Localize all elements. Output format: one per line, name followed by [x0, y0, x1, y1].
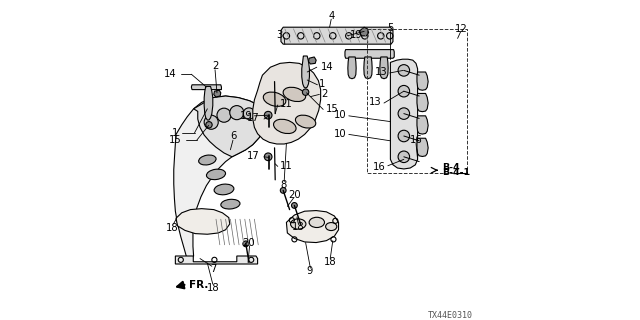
Text: 18: 18 [292, 222, 305, 232]
Text: 18: 18 [166, 223, 179, 233]
Text: 16: 16 [373, 162, 385, 172]
Text: 14: 14 [321, 61, 333, 72]
Text: B-4: B-4 [442, 164, 460, 172]
Circle shape [303, 89, 309, 95]
Circle shape [398, 108, 410, 119]
Circle shape [204, 115, 218, 129]
Text: 18: 18 [324, 257, 337, 268]
Text: 12: 12 [455, 24, 468, 34]
Ellipse shape [273, 119, 296, 133]
Ellipse shape [207, 169, 225, 180]
Ellipse shape [221, 199, 240, 209]
Circle shape [243, 108, 255, 119]
Text: 15: 15 [169, 135, 182, 145]
Polygon shape [417, 138, 428, 156]
Polygon shape [253, 62, 321, 144]
Polygon shape [214, 90, 221, 97]
Ellipse shape [296, 115, 316, 128]
Circle shape [217, 108, 231, 122]
Text: 13: 13 [369, 97, 381, 108]
Polygon shape [390, 59, 418, 169]
Text: 5: 5 [387, 23, 394, 33]
Text: 2: 2 [212, 60, 218, 71]
Text: 9: 9 [307, 266, 313, 276]
Polygon shape [308, 57, 316, 64]
Circle shape [230, 106, 244, 120]
Text: 1: 1 [172, 128, 179, 138]
Polygon shape [204, 86, 212, 120]
Text: 10: 10 [333, 129, 346, 139]
Ellipse shape [263, 92, 286, 106]
Text: 11: 11 [280, 161, 292, 171]
Text: 3: 3 [276, 30, 282, 40]
Polygon shape [175, 256, 258, 264]
Circle shape [398, 85, 410, 97]
Text: 16: 16 [410, 135, 422, 145]
Polygon shape [287, 211, 339, 243]
Text: 15: 15 [326, 104, 339, 114]
Polygon shape [345, 50, 394, 58]
Circle shape [243, 241, 248, 247]
Text: 8: 8 [280, 180, 286, 190]
Polygon shape [364, 57, 372, 79]
Polygon shape [380, 57, 388, 79]
Text: 1: 1 [319, 79, 326, 89]
Text: 11: 11 [280, 99, 292, 109]
Polygon shape [302, 56, 310, 88]
Circle shape [398, 130, 410, 142]
Polygon shape [176, 209, 230, 234]
Text: 2: 2 [322, 89, 328, 99]
Polygon shape [348, 57, 356, 79]
Polygon shape [193, 96, 266, 157]
Text: 19: 19 [349, 29, 362, 40]
Ellipse shape [198, 155, 216, 165]
Circle shape [292, 203, 297, 208]
Polygon shape [417, 116, 428, 134]
Ellipse shape [283, 87, 306, 101]
Text: 19: 19 [239, 111, 252, 121]
Text: TX44E0310: TX44E0310 [428, 311, 473, 320]
Text: 13: 13 [374, 67, 387, 77]
Polygon shape [174, 96, 266, 259]
Polygon shape [191, 85, 221, 90]
Text: 6: 6 [230, 131, 236, 141]
Text: 10: 10 [333, 110, 346, 120]
Text: 7: 7 [211, 264, 217, 274]
Circle shape [280, 188, 286, 193]
Text: 14: 14 [164, 69, 177, 79]
Polygon shape [417, 72, 428, 90]
Ellipse shape [291, 219, 306, 229]
Circle shape [264, 111, 272, 119]
Text: 17: 17 [247, 113, 260, 123]
Text: 17: 17 [247, 151, 260, 161]
Polygon shape [417, 93, 428, 112]
Text: 18: 18 [207, 283, 219, 293]
Polygon shape [281, 27, 393, 44]
Text: 4: 4 [328, 11, 334, 21]
Ellipse shape [309, 217, 324, 228]
Text: 20: 20 [243, 237, 255, 248]
Circle shape [264, 153, 272, 161]
Circle shape [398, 151, 410, 163]
Ellipse shape [214, 184, 234, 195]
Circle shape [398, 65, 410, 76]
Text: B-4-1: B-4-1 [442, 168, 470, 177]
Polygon shape [359, 27, 369, 36]
Circle shape [206, 122, 212, 128]
Text: 20: 20 [288, 189, 301, 200]
Ellipse shape [326, 223, 337, 230]
Text: FR.: FR. [189, 280, 208, 291]
